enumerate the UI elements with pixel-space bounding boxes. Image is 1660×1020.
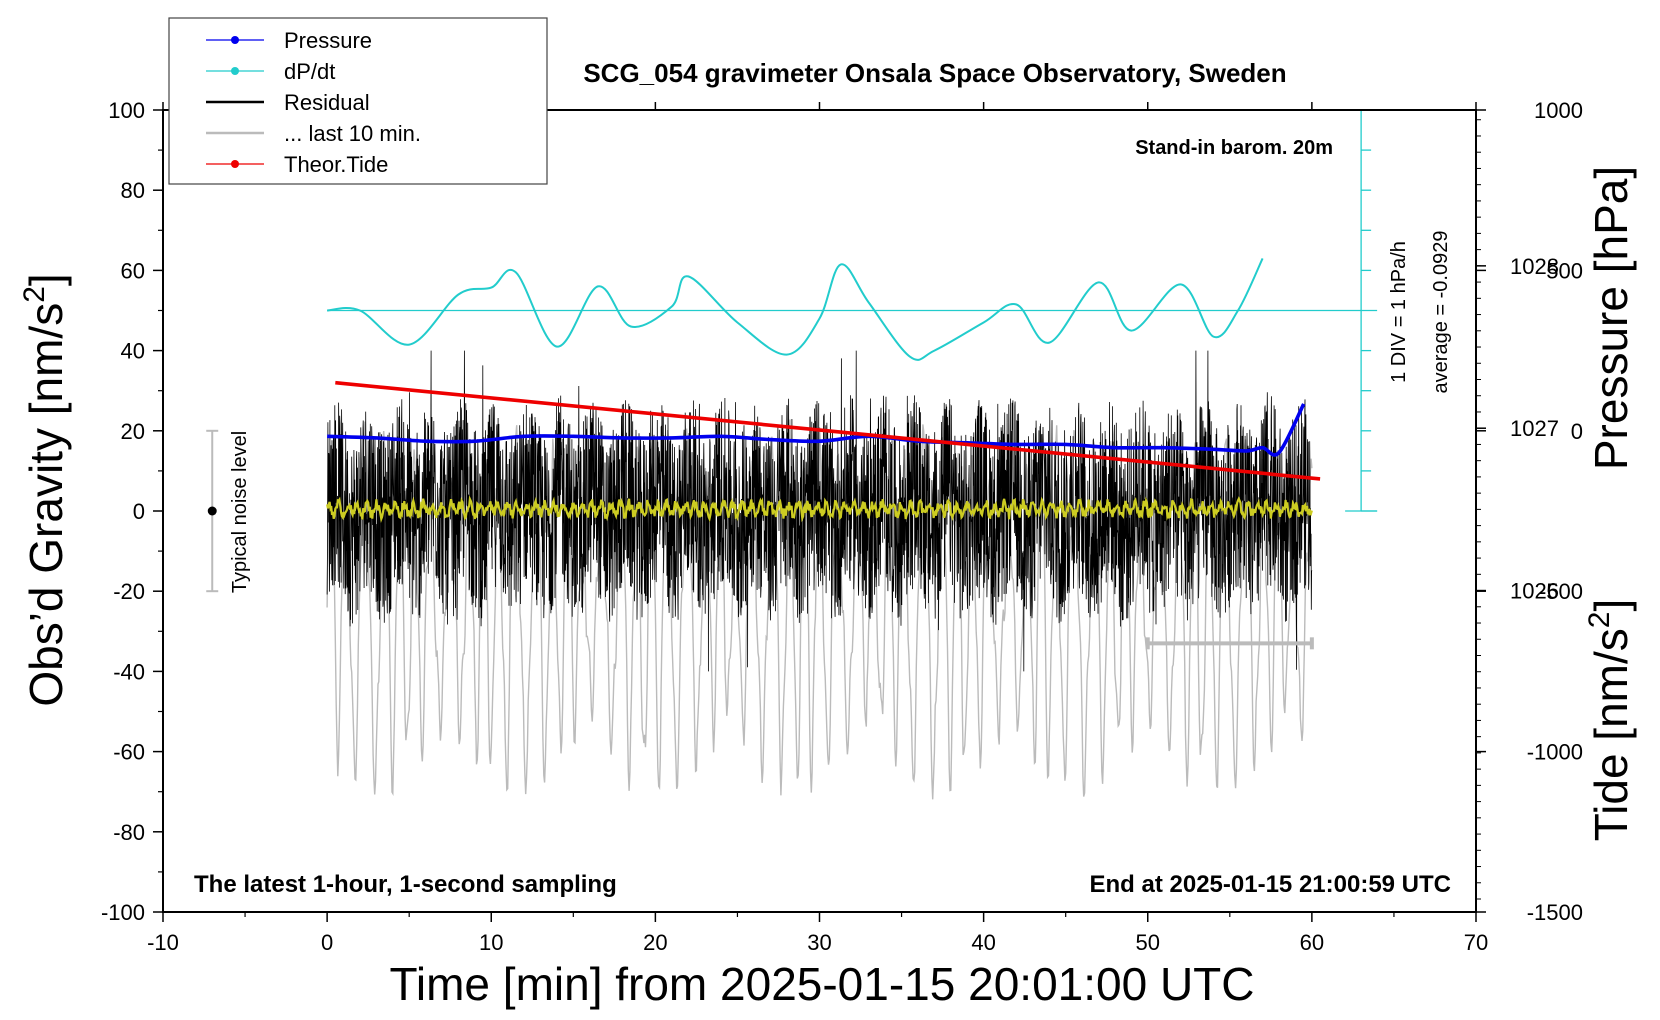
tide-tick-label: 0 xyxy=(1571,419,1583,444)
noise-bar-center xyxy=(207,506,217,516)
y-tick-label: 80 xyxy=(121,178,145,203)
legend-marker xyxy=(231,67,239,75)
noise-level-label: Typical noise level xyxy=(229,431,251,593)
legend-marker xyxy=(231,160,239,168)
y-tick-label: 40 xyxy=(121,339,145,364)
tide-tick-label: 500 xyxy=(1546,258,1583,283)
y-tick-label: 60 xyxy=(121,258,145,283)
pressure-tick-label: 1026 xyxy=(1510,579,1559,604)
chart-title: SCG_054 gravimeter Onsala Space Observat… xyxy=(583,58,1286,88)
data-layer xyxy=(206,109,1378,800)
barometer-note: Stand-in barom. 20m xyxy=(1135,137,1333,159)
x-axis-title: Time [min] from 2025-01-15 20:01:00 UTC xyxy=(390,958,1255,1010)
legend-label: Pressure xyxy=(284,28,372,53)
y-tick-label: 100 xyxy=(108,98,145,123)
y-tick-label: -80 xyxy=(113,820,145,845)
legend-label: ... last 10 min. xyxy=(284,121,421,146)
x-tick-label: 40 xyxy=(971,930,995,955)
y-tick-label: -20 xyxy=(113,579,145,604)
y-axis-title-pressure: Pressure [hPa] xyxy=(1585,166,1637,470)
legend-label: dP/dt xyxy=(284,59,335,84)
legend: Pressure dP/dt Residual ... last 10 min. The… xyxy=(168,17,548,185)
sampling-note: The latest 1-hour, 1-second sampling xyxy=(194,871,617,898)
dpdt-scale-note: 1 DIV = 1 hPa/h xyxy=(1388,241,1410,383)
series-last-10-min xyxy=(326,416,1313,800)
series-theor-tide xyxy=(335,380,1321,481)
legend-label: Theor.Tide xyxy=(284,152,388,177)
x-tick-label: 60 xyxy=(1300,930,1324,955)
x-tick-label: 0 xyxy=(321,930,333,955)
y-axis-title-gravity: Obs’d Gravity [nm/s2] xyxy=(18,273,72,706)
tide-tick-label: 1000 xyxy=(1534,98,1583,123)
pressure-tick-label: 1027 xyxy=(1510,416,1559,441)
legend-marker xyxy=(231,36,239,44)
x-tick-label: 30 xyxy=(807,930,831,955)
y-tick-label: 0 xyxy=(133,499,145,524)
x-tick-label: 10 xyxy=(479,930,503,955)
legend-entries: Pressure dP/dt Residual ... last 10 min. The… xyxy=(206,28,421,177)
tide-tick-label: -1500 xyxy=(1527,900,1583,925)
x-tick-label: 50 xyxy=(1136,930,1160,955)
y-tick-label: -40 xyxy=(113,659,145,684)
pressure-tick-label: 1028 xyxy=(1510,254,1559,279)
y-tick-label: 20 xyxy=(121,419,145,444)
series-residual-smoothed xyxy=(326,495,1313,523)
series-dp-dt xyxy=(327,257,1264,361)
x-tick-label: 20 xyxy=(643,930,667,955)
x-tick-label: -10 xyxy=(147,930,179,955)
y-tick-label: -60 xyxy=(113,740,145,765)
y-tick-label: -100 xyxy=(101,900,145,925)
legend-label: Residual xyxy=(284,90,370,115)
dpdt-average-note: average = -0.0929 xyxy=(1430,231,1452,394)
x-tick-label: 70 xyxy=(1464,930,1488,955)
axes-layer: -10 0 10 20 30 40 50 60 70-100-80-60-40-20020406… xyxy=(101,98,1583,955)
y-axis-title-tide: Tide [nm/s2] xyxy=(1583,599,1637,842)
end-time-note: End at 2025-01-15 21:00:59 UTC xyxy=(1090,871,1452,898)
tide-tick-label: -1000 xyxy=(1527,740,1583,765)
tide-tick-label: -500 xyxy=(1539,579,1583,604)
